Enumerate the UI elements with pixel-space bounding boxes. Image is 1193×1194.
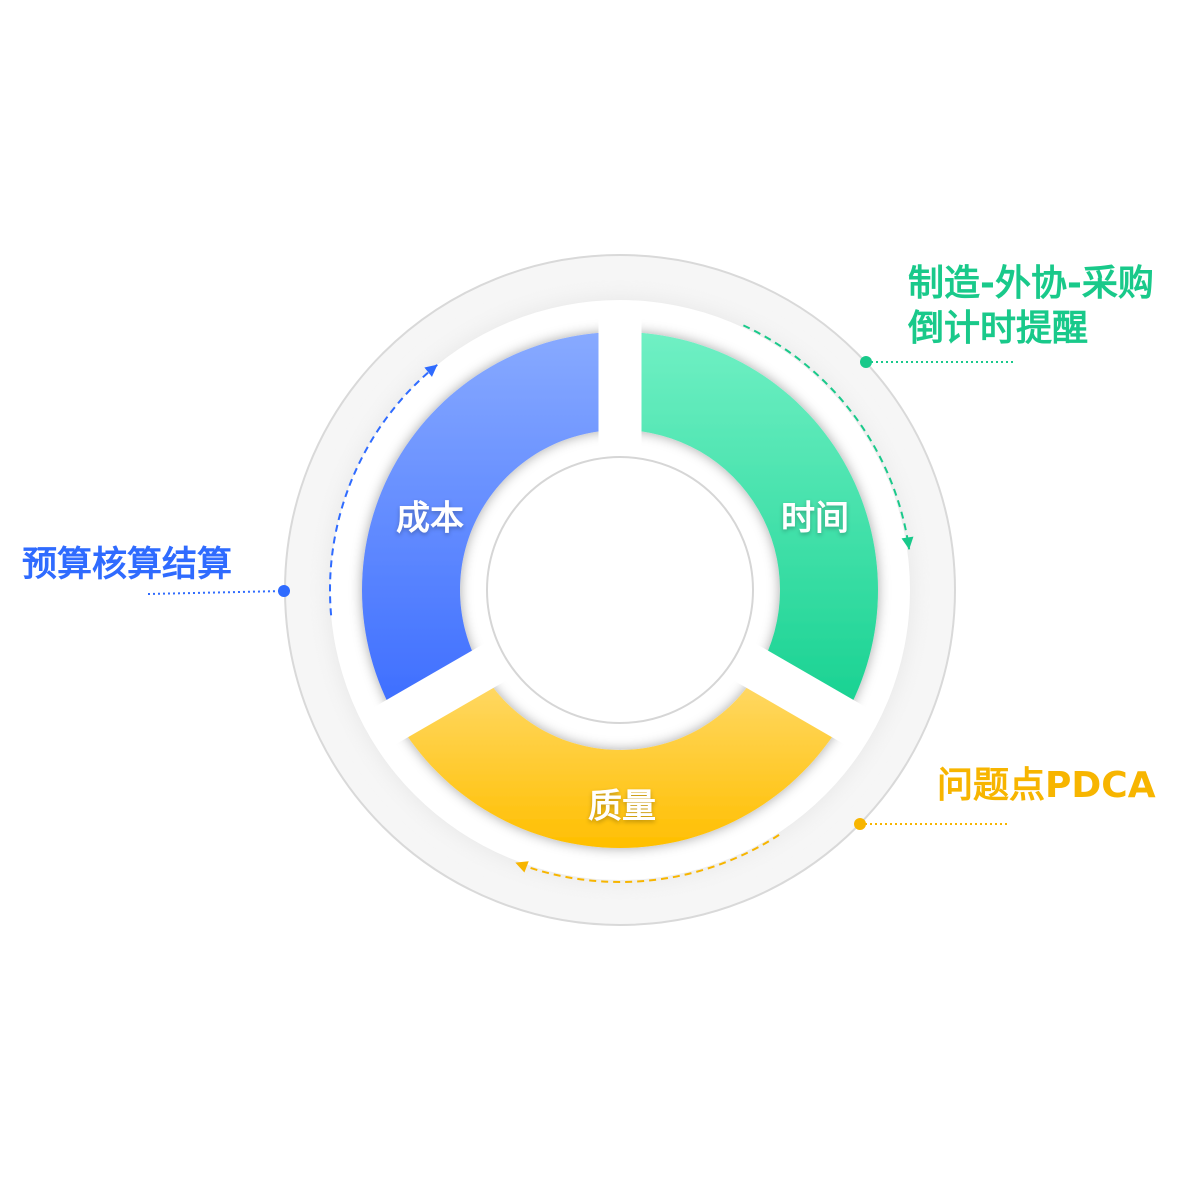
segment-time — [620, 332, 878, 719]
cost-annotation: 预算核算结算 — [22, 545, 233, 585]
cost-dot — [278, 585, 290, 597]
segment-cost — [361, 332, 620, 719]
time-annotation-line2: 倒计时提醒 — [908, 308, 1089, 349]
time-flow-arrow — [742, 324, 914, 550]
quality-flow-arrow — [514, 834, 780, 883]
segment-label-cost: 成本 — [396, 498, 464, 539]
center-circle — [486, 456, 754, 724]
time-dot — [860, 356, 872, 368]
arrowhead-icon — [424, 364, 438, 377]
cost-flow-arrow — [329, 363, 439, 616]
segment-quality — [396, 670, 844, 848]
arrowhead-icon — [901, 536, 914, 550]
segment-label-quality: 质量 — [588, 786, 656, 827]
cost-leader-line — [147, 590, 285, 595]
segment-label-time: 时间 — [781, 498, 849, 539]
quality-annotation: 问题点PDCA — [937, 765, 1156, 806]
quality-dot — [854, 818, 866, 830]
time-annotation-line1: 制造-外协-采购 — [908, 263, 1154, 304]
arrowhead-icon — [515, 861, 529, 873]
